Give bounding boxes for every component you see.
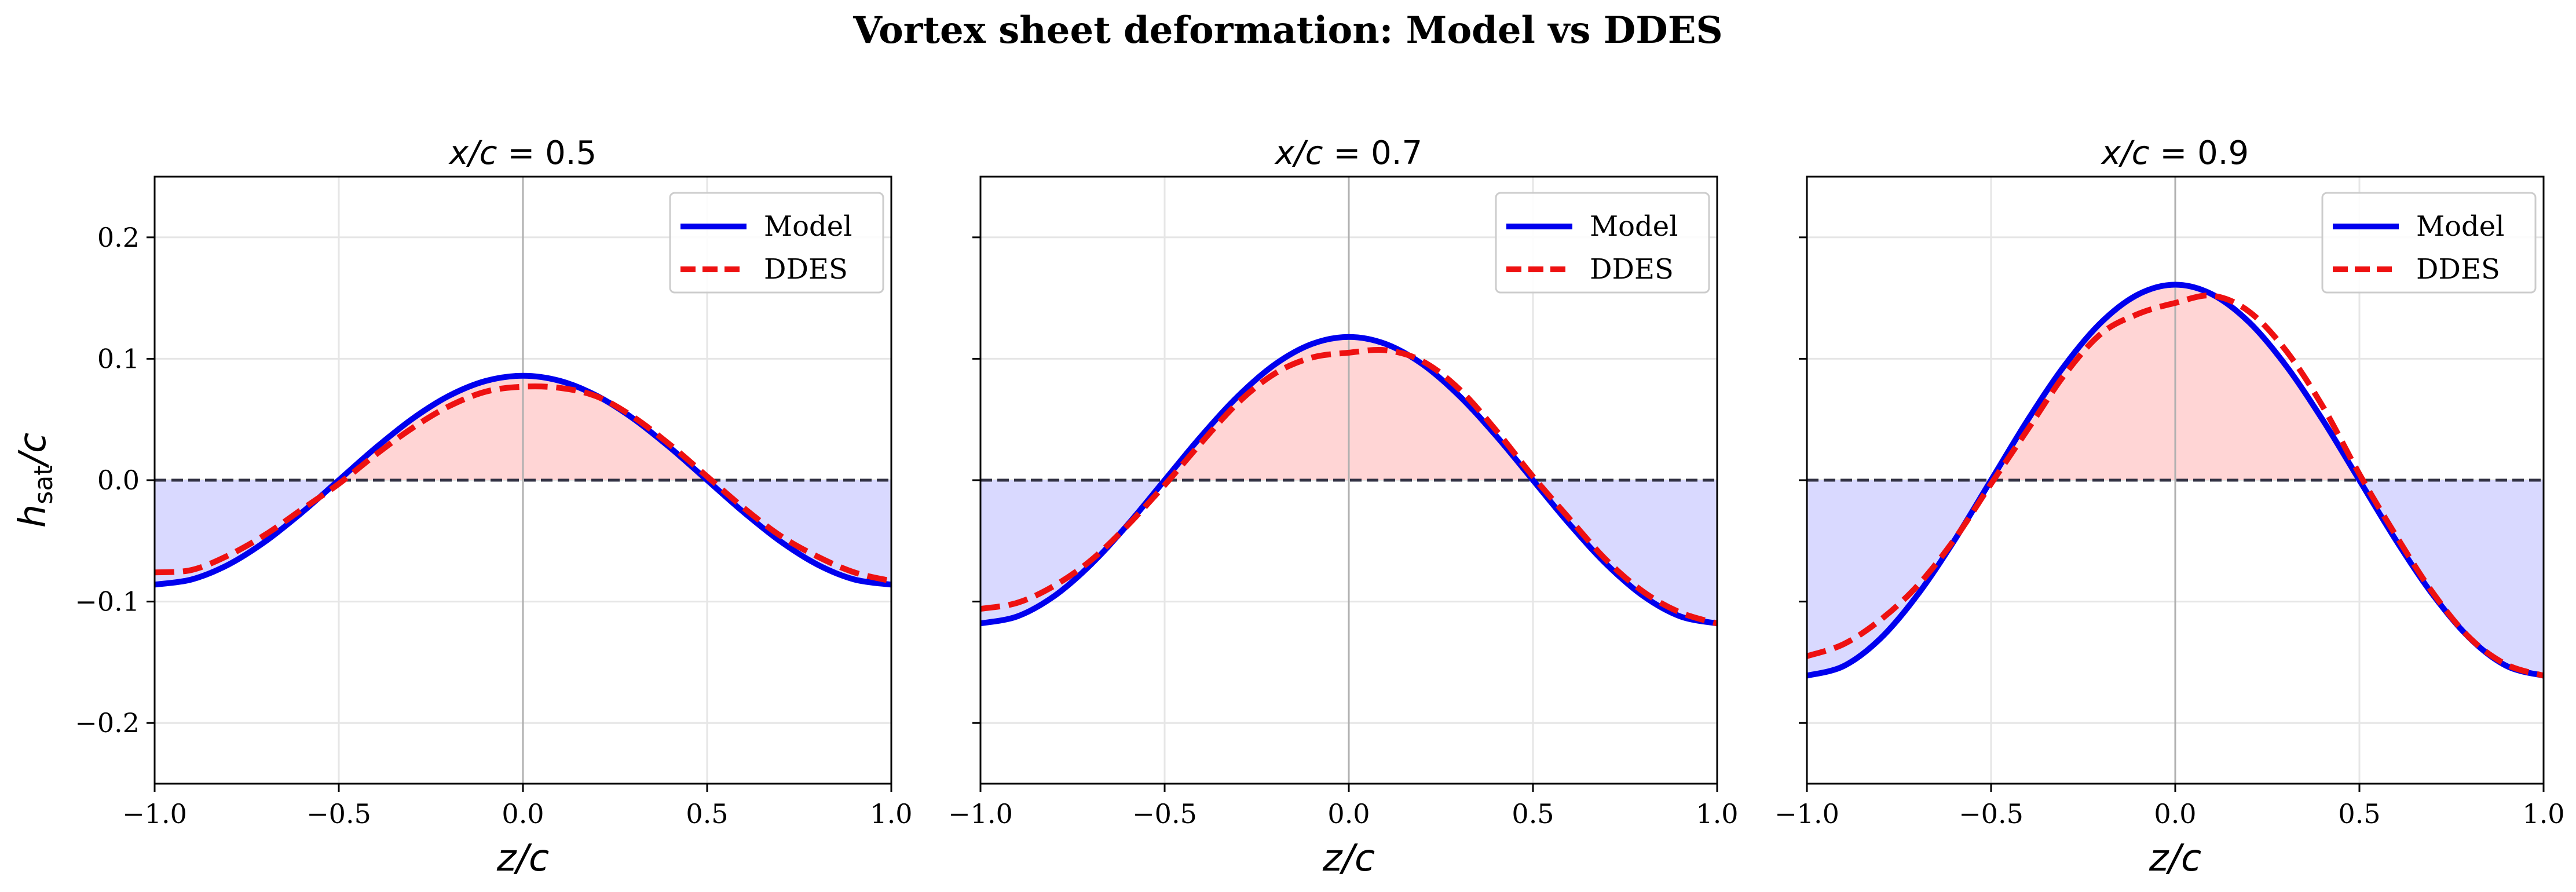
x-tick-label: 0.5: [2338, 798, 2380, 829]
panel-title: x/c = 0.7: [1274, 134, 1422, 172]
x-tick-label: 0.0: [502, 798, 544, 829]
x-axis-label: z/c: [1322, 837, 1375, 880]
x-tick-label: −0.5: [306, 798, 371, 829]
negative-fill: [155, 480, 891, 585]
legend-label-model: Model: [1590, 210, 1678, 243]
panels: −1.0 −0.5 0.0 0.5 1.0 −0.2 −0.1 0.0 0.1 0.2 x/c = …: [12, 134, 2565, 880]
panel-title-var: x/c: [1274, 134, 1323, 172]
legend-label-model: Model: [764, 210, 852, 243]
chart-panel-1: −1.0 −0.5 0.0 0.5 1.0 −0.2 −0.1 0.0 0.1 0.2 x/c = …: [12, 134, 913, 880]
series-line-ddes: [1807, 293, 2544, 679]
y-tick-label: 0.1: [97, 343, 140, 374]
negative-fill: [980, 480, 1717, 624]
legend-box: [2321, 192, 2537, 294]
x-tick-label: 1.0: [2522, 798, 2564, 829]
legend: Model DDES: [2321, 192, 2537, 294]
x-axis-label: z/c: [2149, 837, 2201, 880]
x-tick-label: −1.0: [122, 798, 187, 829]
y-axis-label-var: h: [12, 505, 54, 528]
series-line-ddes: [155, 383, 891, 584]
y-axis-label: hsat/c: [12, 433, 58, 528]
x-tick-label: −1.0: [948, 798, 1013, 829]
x-tick-label: 1.0: [870, 798, 912, 829]
panel-title: x/c = 0.5: [448, 134, 597, 172]
legend-label-ddes: DDES: [1590, 253, 1674, 286]
legend-label-ddes: DDES: [764, 253, 848, 286]
panel-title-value: = 0.9: [2150, 134, 2249, 172]
x-tick-label: 0.0: [2154, 798, 2196, 829]
y-tick-label: −0.1: [75, 586, 140, 617]
legend-label-model: Model: [2416, 210, 2505, 243]
chart-panel-3: −1.0 −0.5 0.0 0.5 1.0 x/c = 0.9 z/c Model DDES: [1774, 134, 2564, 880]
series-line-ddes: [980, 347, 1717, 627]
legend-box: [669, 192, 884, 294]
series-lines: [980, 334, 1717, 627]
series-lines: [155, 372, 891, 588]
legend: Model DDES: [669, 192, 884, 294]
x-tick-label: 1.0: [1696, 798, 1738, 829]
y-tick-label: −0.2: [75, 707, 140, 739]
panel-title-value: = 0.5: [497, 134, 597, 172]
x-tick-label: −1.0: [1774, 798, 1839, 829]
chart-panel-2: −1.0 −0.5 0.0 0.5 1.0 x/c = 0.7 z/c Model DDES: [948, 134, 1738, 880]
legend: Model DDES: [1495, 192, 1710, 294]
x-tick-label: 0.5: [686, 798, 728, 829]
y-tick-label: 0.0: [97, 465, 140, 496]
panel-title: x/c = 0.9: [2101, 134, 2249, 172]
panel-title-var: x/c: [2101, 134, 2150, 172]
y-tick-label: 0.2: [97, 222, 140, 253]
y-axis-label-subscript: sat: [29, 466, 58, 505]
x-axis-label: z/c: [496, 837, 549, 880]
panel-title-var: x/c: [448, 134, 497, 172]
series-line-model: [155, 372, 891, 588]
y-axis-label-denominator: /c: [12, 433, 54, 469]
x-tick-label: −0.5: [1132, 798, 1197, 829]
x-tick-label: 0.5: [1512, 798, 1554, 829]
series-lines: [1807, 282, 2544, 679]
negative-fill: [1807, 480, 2544, 676]
legend-label-ddes: DDES: [2416, 253, 2500, 286]
legend-box: [1495, 192, 1710, 294]
panel-title-value: = 0.7: [1323, 134, 1423, 172]
figure-suptitle: Vortex sheet deformation: Model vs DDES: [852, 9, 1722, 52]
series-line-model: [980, 334, 1717, 627]
x-tick-label: 0.0: [1327, 798, 1370, 829]
x-tick-label: −0.5: [1959, 798, 2024, 829]
